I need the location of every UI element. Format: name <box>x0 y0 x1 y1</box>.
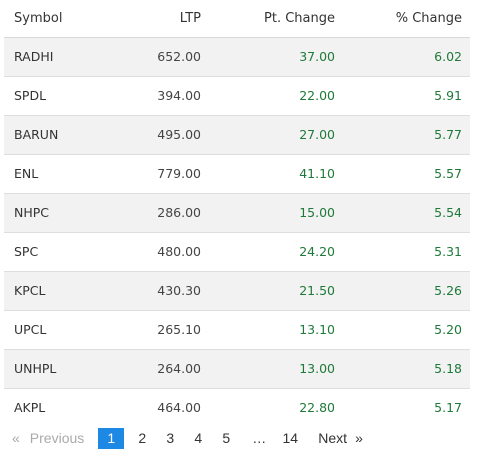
header-ltp[interactable]: LTP <box>124 0 209 38</box>
cell-pt-change: 15.00 <box>209 193 343 233</box>
cell-ltp: 286.00 <box>124 193 209 233</box>
cell-pct-change: 5.31 <box>343 232 470 272</box>
cell-symbol[interactable]: RADHI <box>4 37 124 77</box>
cell-symbol[interactable]: SPC <box>4 232 124 272</box>
cell-pct-change: 5.91 <box>343 76 470 116</box>
header-symbol[interactable]: Symbol <box>4 0 124 38</box>
pagination: « Previous 1 2 3 4 5 … 14 Next » <box>12 428 363 449</box>
table-row[interactable]: NHPC 286.00 15.00 5.54 <box>4 193 470 233</box>
pagination-ellipsis: … <box>252 430 267 446</box>
cell-pct-change: 5.17 <box>343 388 470 427</box>
header-row: Symbol LTP Pt. Change % Change <box>4 0 470 38</box>
cell-pt-change: 27.00 <box>209 115 343 155</box>
cell-pct-change: 5.18 <box>343 349 470 389</box>
page-2-button[interactable]: 2 <box>138 430 147 446</box>
header-pt-change[interactable]: Pt. Change <box>209 0 343 38</box>
next-arrow-icon[interactable]: » <box>355 430 363 446</box>
table-row[interactable]: UPCL 265.10 13.10 5.20 <box>4 310 470 350</box>
table-row[interactable]: BARUN 495.00 27.00 5.77 <box>4 115 470 155</box>
cell-symbol[interactable]: SPDL <box>4 76 124 116</box>
page-1-button[interactable]: 1 <box>98 428 125 449</box>
cell-pt-change: 13.10 <box>209 310 343 350</box>
page-5-button[interactable]: 5 <box>222 430 231 446</box>
cell-ltp: 464.00 <box>124 388 209 427</box>
cell-pct-change: 6.02 <box>343 37 470 77</box>
cell-symbol[interactable]: ENL <box>4 154 124 194</box>
table-row[interactable]: AKPL 464.00 22.80 5.17 <box>4 388 470 427</box>
cell-ltp: 480.00 <box>124 232 209 272</box>
cell-pt-change: 22.80 <box>209 388 343 427</box>
cell-ltp: 495.00 <box>124 115 209 155</box>
table-row[interactable]: KPCL 430.30 21.50 5.26 <box>4 271 470 311</box>
cell-pt-change: 37.00 <box>209 37 343 77</box>
cell-symbol[interactable]: KPCL <box>4 271 124 311</box>
table-row[interactable]: SPDL 394.00 22.00 5.91 <box>4 76 470 116</box>
cell-ltp: 430.30 <box>124 271 209 311</box>
gainers-table: Symbol LTP Pt. Change % Change RADHI 652… <box>4 0 470 427</box>
table-row[interactable]: SPC 480.00 24.20 5.31 <box>4 232 470 272</box>
table-row[interactable]: RADHI 652.00 37.00 6.02 <box>4 37 470 77</box>
cell-pct-change: 5.26 <box>343 271 470 311</box>
page-4-button[interactable]: 4 <box>194 430 203 446</box>
cell-pt-change: 22.00 <box>209 76 343 116</box>
cell-pt-change: 21.50 <box>209 271 343 311</box>
cell-ltp: 779.00 <box>124 154 209 194</box>
page-3-button[interactable]: 3 <box>166 430 175 446</box>
cell-symbol[interactable]: UNHPL <box>4 349 124 389</box>
next-button[interactable]: Next <box>318 430 348 446</box>
cell-pt-change: 41.10 <box>209 154 343 194</box>
table-header: Symbol LTP Pt. Change % Change <box>4 0 470 38</box>
cell-pct-change: 5.77 <box>343 115 470 155</box>
cell-pt-change: 24.20 <box>209 232 343 272</box>
table-row[interactable]: ENL 779.00 41.10 5.57 <box>4 154 470 194</box>
cell-pct-change: 5.20 <box>343 310 470 350</box>
page-last-button[interactable]: 14 <box>282 430 299 446</box>
table-row[interactable]: UNHPL 264.00 13.00 5.18 <box>4 349 470 389</box>
gainers-table-container: Symbol LTP Pt. Change % Change RADHI 652… <box>4 0 470 427</box>
cell-symbol[interactable]: NHPC <box>4 193 124 233</box>
cell-pct-change: 5.54 <box>343 193 470 233</box>
cell-symbol[interactable]: UPCL <box>4 310 124 350</box>
cell-ltp: 264.00 <box>124 349 209 389</box>
previous-arrow-icon[interactable]: « <box>12 430 20 446</box>
cell-pt-change: 13.00 <box>209 349 343 389</box>
cell-pct-change: 5.57 <box>343 154 470 194</box>
previous-button[interactable]: Previous <box>29 430 85 446</box>
table-body: RADHI 652.00 37.00 6.02 SPDL 394.00 22.0… <box>4 37 470 427</box>
cell-ltp: 265.10 <box>124 310 209 350</box>
cell-ltp: 394.00 <box>124 76 209 116</box>
cell-symbol[interactable]: BARUN <box>4 115 124 155</box>
cell-symbol[interactable]: AKPL <box>4 388 124 427</box>
header-pct-change[interactable]: % Change <box>343 0 470 38</box>
cell-ltp: 652.00 <box>124 37 209 77</box>
